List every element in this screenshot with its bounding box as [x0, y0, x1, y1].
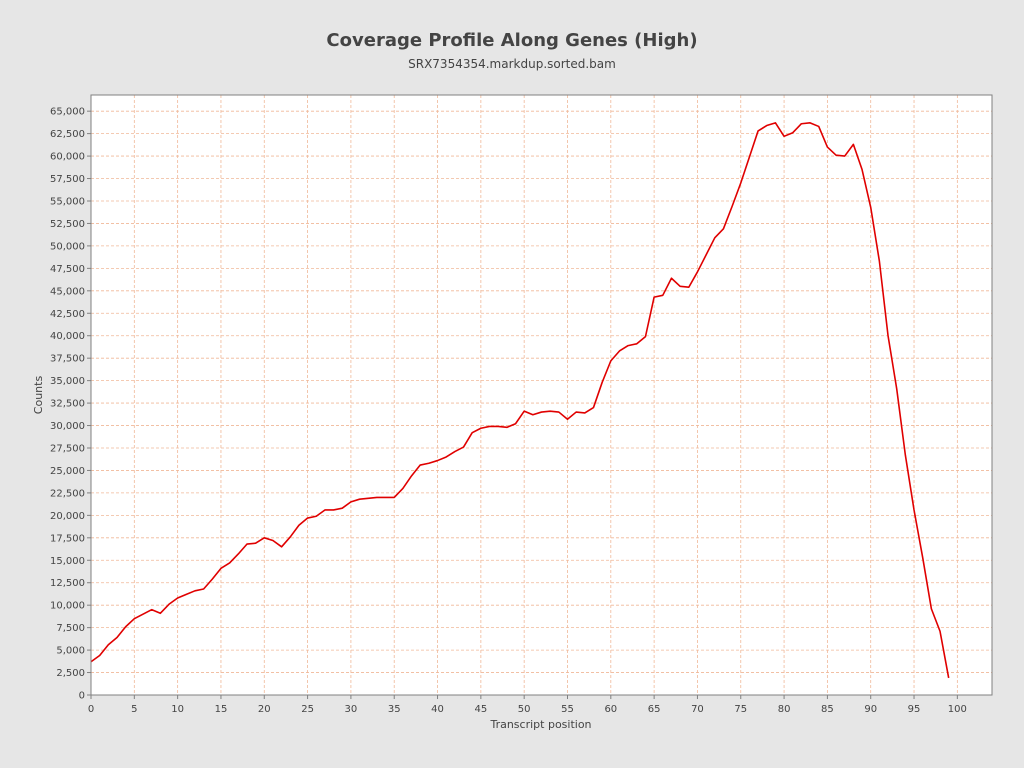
chart-subtitle: SRX7354354.markdup.sorted.bam — [408, 57, 616, 71]
x-tick-label: 5 — [131, 704, 137, 715]
x-tick-label: 40 — [431, 704, 444, 715]
x-tick-label: 75 — [734, 704, 747, 715]
y-tick-label: 40,000 — [50, 331, 85, 342]
x-tick-label: 100 — [948, 704, 967, 715]
x-tick-label: 70 — [691, 704, 704, 715]
y-tick-label: 27,500 — [50, 443, 85, 454]
x-tick-label: 10 — [171, 704, 184, 715]
x-tick-label: 0 — [88, 704, 94, 715]
y-axis-label: Counts — [32, 376, 45, 415]
y-tick-label: 30,000 — [50, 421, 85, 432]
y-tick-label: 20,000 — [50, 511, 85, 522]
grid-lines — [90, 95, 992, 696]
x-tick-label: 20 — [258, 704, 271, 715]
y-tick-label: 15,000 — [50, 556, 85, 567]
y-tick-label: 37,500 — [50, 354, 85, 365]
x-tick-label: 80 — [778, 704, 791, 715]
y-tick-label: 12,500 — [50, 578, 85, 589]
y-tick-label: 60,000 — [50, 152, 85, 163]
y-tick-label: 5,000 — [56, 646, 85, 657]
plot-area — [91, 95, 992, 695]
y-tick-label: 65,000 — [50, 107, 85, 118]
y-tick-label: 35,000 — [50, 376, 85, 387]
y-tick-label: 50,000 — [50, 241, 85, 252]
x-tick-label: 85 — [821, 704, 834, 715]
y-tick-label: 25,000 — [50, 466, 85, 477]
x-tick-label: 15 — [215, 704, 228, 715]
y-tick-label: 62,500 — [50, 129, 85, 140]
x-tick-label: 95 — [908, 704, 921, 715]
y-tick-label: 7,500 — [56, 623, 85, 634]
y-tick-label: 22,500 — [50, 488, 85, 499]
y-tick-label: 2,500 — [56, 668, 85, 679]
y-tick-label: 42,500 — [50, 309, 85, 320]
y-tick-label: 0 — [79, 691, 85, 702]
y-tick-label: 55,000 — [50, 196, 85, 207]
x-tick-label: 65 — [648, 704, 661, 715]
y-tick-label: 10,000 — [50, 601, 85, 612]
y-tick-label: 57,500 — [50, 174, 85, 185]
chart-title: Coverage Profile Along Genes (High) — [326, 30, 698, 51]
x-tick-label: 90 — [864, 704, 877, 715]
x-tick-label: 60 — [604, 704, 617, 715]
x-axis-label: Transcript position — [489, 718, 591, 731]
y-tick-label: 45,000 — [50, 286, 85, 297]
series-layer — [90, 122, 950, 679]
x-tick-label: 50 — [518, 704, 531, 715]
plot-border — [90, 94, 993, 696]
y-tick-label: 47,500 — [50, 264, 85, 275]
x-tick-label: 45 — [474, 704, 487, 715]
x-tick-label: 25 — [301, 704, 314, 715]
series-line — [90, 122, 950, 679]
x-tick-label: 30 — [345, 704, 358, 715]
y-tick-label: 32,500 — [50, 399, 85, 410]
y-tick-label: 52,500 — [50, 219, 85, 230]
axes: 0 5 10 15 20 25 30 35 40 45 50 55 60 65 70 75 80 85 90 95 10… — [50, 94, 993, 715]
x-tick-label: 35 — [388, 704, 401, 715]
y-tick-label: 17,500 — [50, 533, 85, 544]
x-tick-label: 55 — [561, 704, 574, 715]
